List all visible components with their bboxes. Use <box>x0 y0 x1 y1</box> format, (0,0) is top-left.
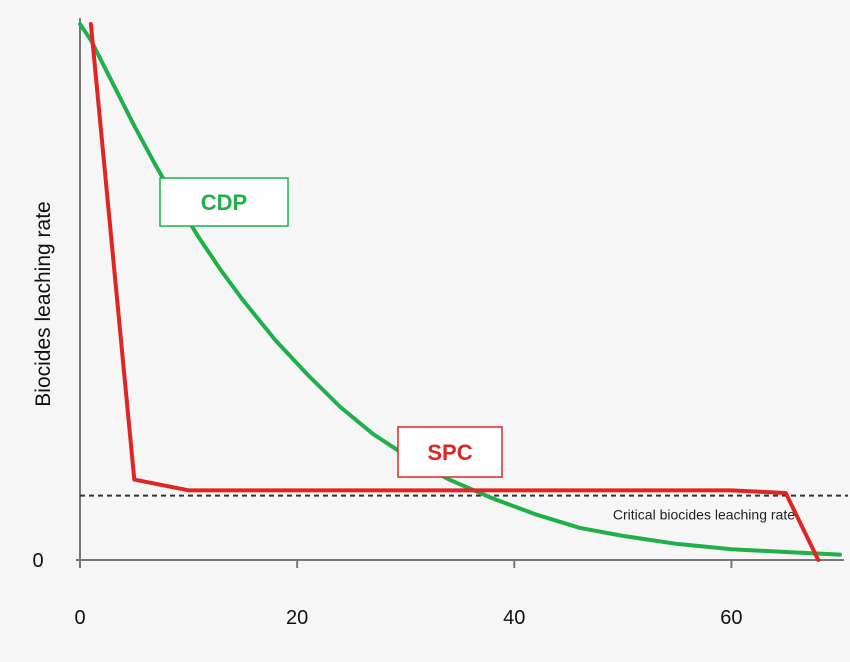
x-tick-label: 20 <box>286 607 308 629</box>
series-label-spc: SPC <box>397 426 503 478</box>
axes <box>76 18 844 568</box>
series-label-text: CDP <box>201 190 247 215</box>
series-label-box <box>397 426 503 478</box>
y-tick-label: 0 <box>32 550 43 572</box>
series-label-text: SPC <box>427 440 472 465</box>
x-ticks: 0 20 40 60 <box>74 560 743 629</box>
series-labels: CDP SPC <box>159 177 503 478</box>
x-tick-label: 60 <box>720 607 742 629</box>
series-label-box <box>159 177 289 227</box>
y-ticks: 0 <box>32 550 43 572</box>
series-line-spc <box>88 22 821 562</box>
series-lines <box>78 22 842 562</box>
series-line-cdp <box>78 22 842 557</box>
critical-rate-label: Critical biocides leaching rate <box>613 507 795 523</box>
x-tick-label: 40 <box>503 607 525 629</box>
reference-lines: Critical biocides leaching rate <box>80 494 848 523</box>
x-tick-label: 0 <box>74 607 85 629</box>
series-label-cdp: CDP <box>159 177 289 227</box>
y-axis-label: Biocides leaching rate <box>32 201 55 406</box>
